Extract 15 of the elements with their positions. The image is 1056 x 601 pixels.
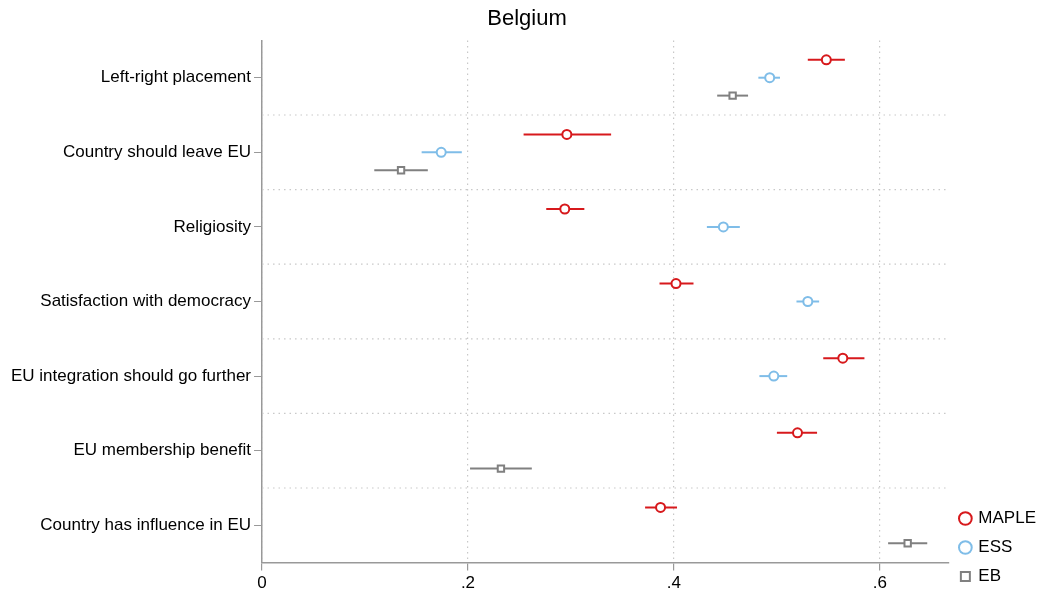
x-tick-label: 0 bbox=[257, 573, 267, 593]
y-tick-label: Religiosity bbox=[173, 216, 252, 236]
y-tick-label: Satisfaction with democracy bbox=[40, 291, 252, 311]
legend-label: ESS bbox=[978, 537, 1013, 557]
x-tick-label: .4 bbox=[666, 573, 682, 593]
y-tick-label: Left-right placement bbox=[100, 67, 252, 87]
y-tick-label: Country has influence in EU bbox=[40, 514, 252, 534]
x-tick-label: .6 bbox=[872, 573, 887, 593]
legend-label: EB bbox=[978, 566, 1002, 586]
y-tick-label: EU integration should go further bbox=[10, 365, 252, 385]
y-tick-label: Country should leave EU bbox=[62, 141, 252, 161]
legend-label: MAPLE bbox=[978, 508, 1037, 528]
y-tick-label: EU membership benefit bbox=[73, 440, 252, 460]
x-tick-label: .2 bbox=[460, 573, 476, 593]
chart-title: Belgium bbox=[487, 5, 567, 31]
